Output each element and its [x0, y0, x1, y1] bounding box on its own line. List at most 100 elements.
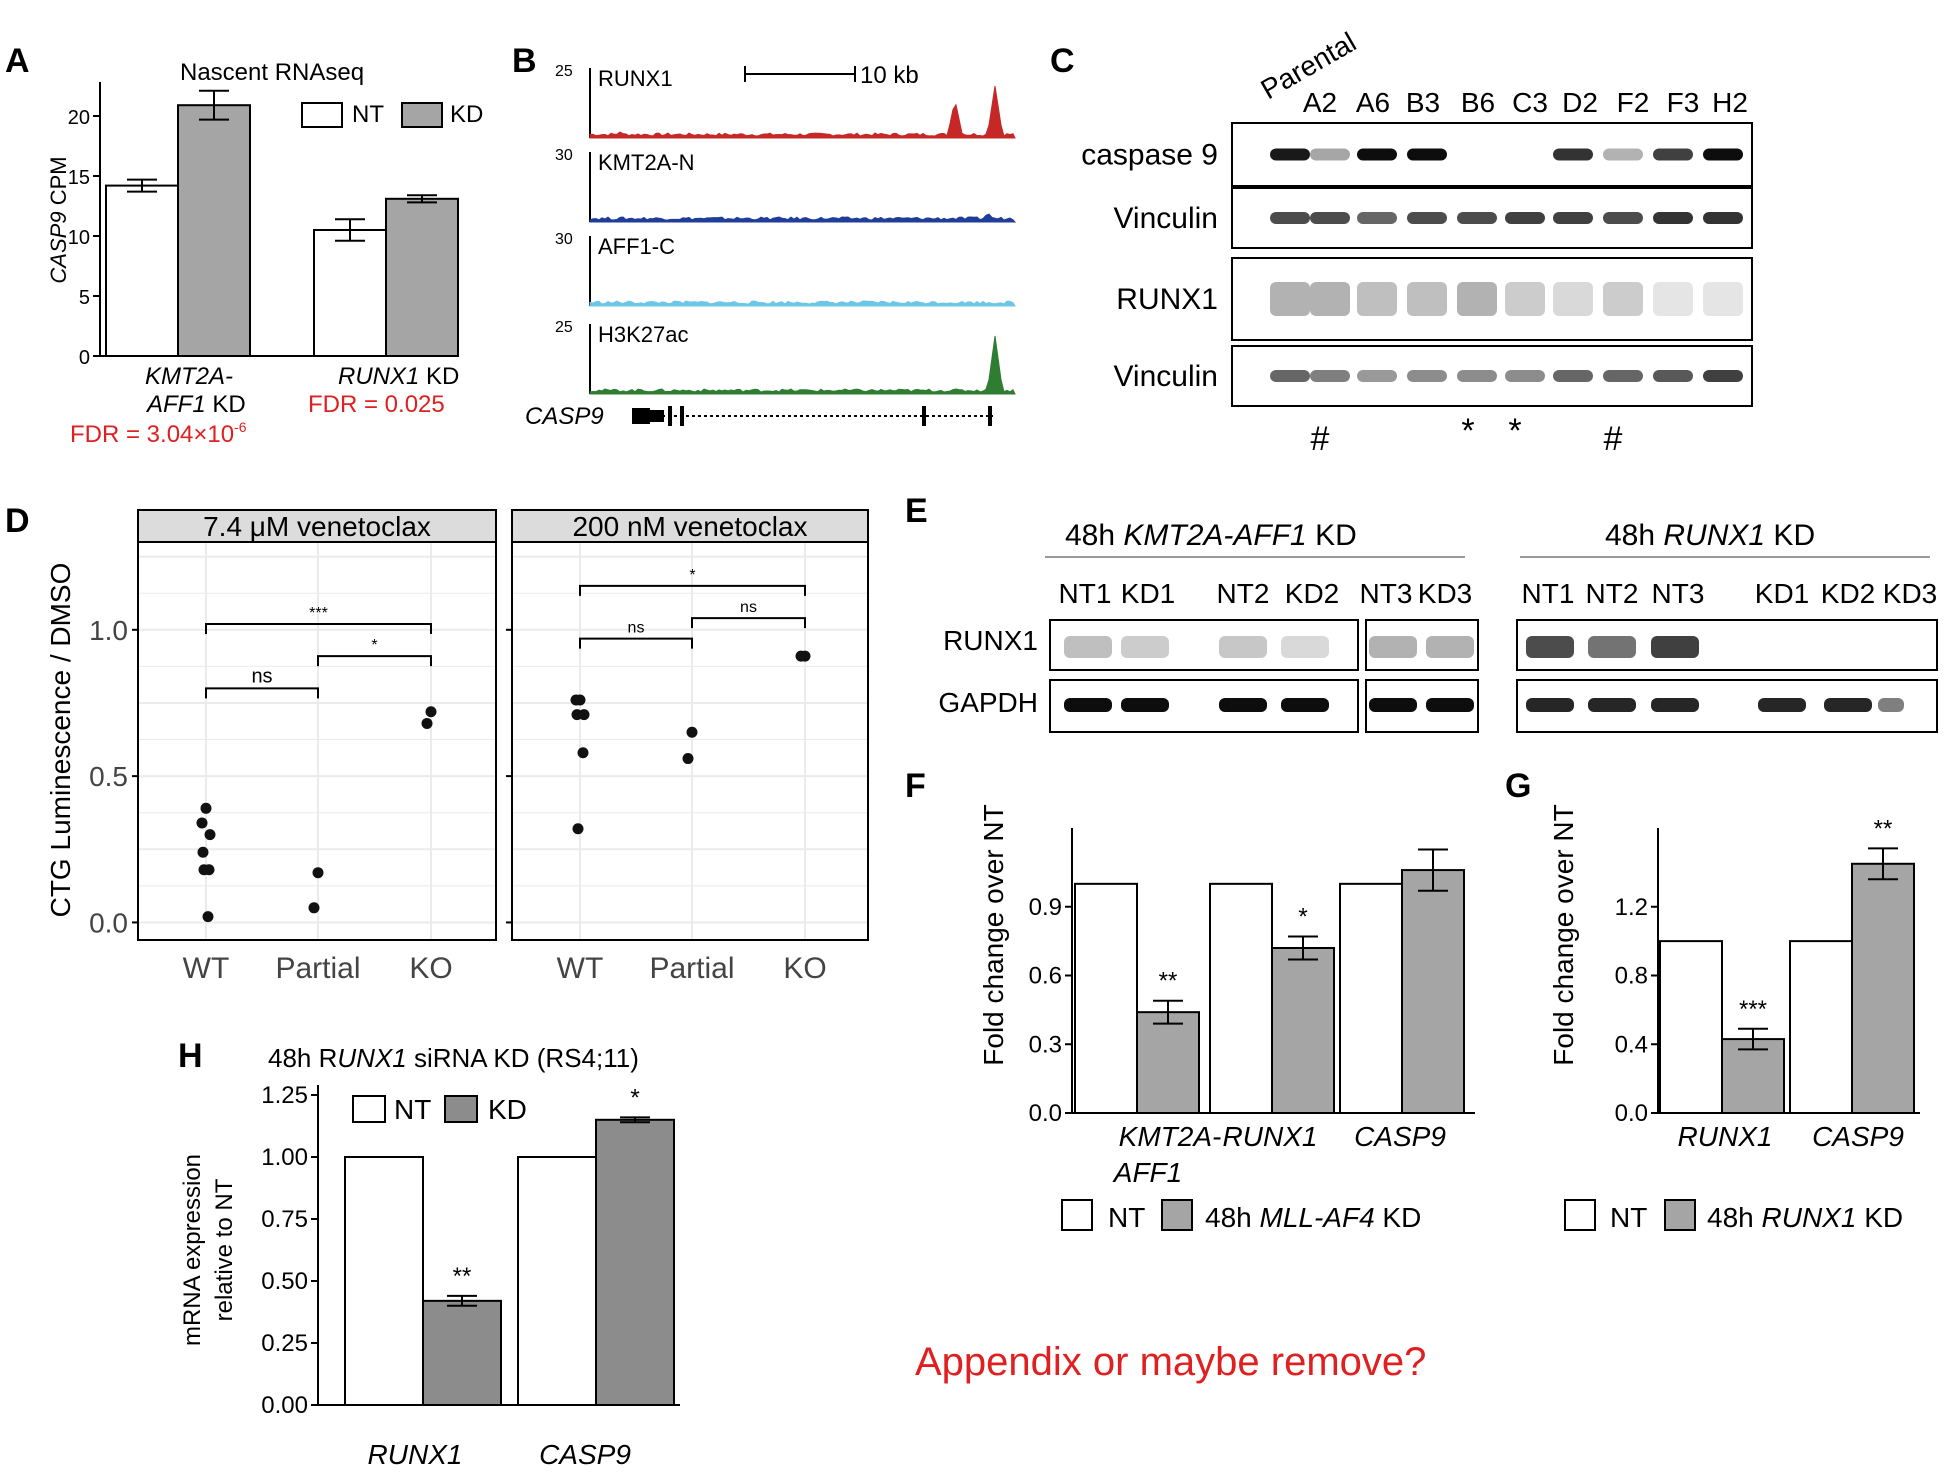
panel-f-bar	[1074, 882, 1138, 1114]
panel-f-ylabel: Fold change over NT	[978, 804, 1009, 1065]
legend-h-nt-label: NT	[394, 1094, 431, 1125]
x-tick-label: WT	[557, 952, 604, 985]
track-max-label: 25	[555, 63, 573, 80]
lane-label: B3	[1406, 87, 1440, 118]
blot-mark: #	[1604, 420, 1623, 458]
significance-bracket	[579, 584, 806, 596]
data-point	[200, 802, 212, 814]
blot-band	[1357, 282, 1397, 316]
panel-g-bar	[1851, 862, 1915, 1114]
panel-g-group-casp9: CASP9	[1812, 1121, 1904, 1152]
blot-band	[1526, 636, 1574, 658]
panel-a-group1-line2: AFF1 KD	[145, 391, 246, 418]
blot-band	[1505, 370, 1545, 382]
panel-f-y-tick-label: 0.3	[1029, 1031, 1062, 1058]
data-point	[204, 829, 216, 841]
data-point	[308, 902, 320, 914]
blot-box	[1231, 257, 1753, 341]
blot-band	[1505, 212, 1545, 224]
gene-model-casp9	[632, 406, 993, 426]
panel-f-plot: 0.00.30.60.9***	[1029, 828, 1475, 1127]
data-point	[312, 867, 324, 879]
facet-title: 7.4 μM venetoclax	[203, 511, 431, 542]
blot-band	[1270, 148, 1310, 161]
blot-band	[1219, 636, 1267, 658]
panel-h-bar	[517, 1156, 597, 1406]
panel-h-bar	[422, 1299, 502, 1406]
legend-h-nt-swatch	[352, 1095, 386, 1123]
legend-f-nt-label: NT	[1108, 1202, 1145, 1233]
blot-band	[1588, 698, 1636, 712]
panel-a-plot: 0 5 10 15 20	[68, 82, 459, 369]
y-tick-label: 0.5	[89, 761, 128, 792]
panel-h-plot: 0.000.250.500.751.001.25***	[261, 1082, 680, 1419]
blot-row-label: GAPDH	[938, 687, 1038, 718]
significance-label: *	[689, 567, 695, 584]
panel-f-y-tick-label: 0.0	[1029, 1100, 1062, 1127]
blot-band	[1426, 636, 1474, 658]
lane-label: KD2	[1285, 578, 1339, 609]
significance-bracket	[317, 655, 432, 667]
panel-f-group-kmt2a-line2: AFF1	[1112, 1157, 1182, 1188]
track-signal	[589, 300, 1016, 307]
panel-g-ylabel: Fold change over NT	[1548, 804, 1579, 1065]
legend-a-nt-swatch	[301, 102, 343, 128]
blot-band	[1270, 212, 1310, 224]
track-signal	[589, 335, 1016, 395]
x-tick-label: Partial	[649, 952, 734, 985]
blot-band	[1553, 370, 1593, 382]
data-point	[577, 747, 589, 759]
blot-band	[1603, 148, 1643, 161]
panel-a-y-tick-label: 20	[68, 107, 90, 129]
western-blot-e: NT1 KD1 NT2 KD2 NT3 KD3 NT1 NT2 NT3 KD1 KD2 KD3RUNX…	[938, 578, 1938, 733]
lane-label: B6	[1461, 87, 1495, 118]
legend-h-kd-label: KD	[488, 1094, 527, 1125]
blot-band	[1121, 698, 1169, 712]
lane-label: KD3	[1883, 578, 1937, 609]
y-tick-label: 0.0	[89, 907, 128, 938]
lane-label: KD1	[1755, 578, 1809, 609]
x-tick-label: KO	[783, 952, 826, 985]
panel-letter-b: B	[512, 42, 537, 80]
blot-band	[1703, 282, 1743, 316]
blot-band	[1310, 212, 1350, 224]
blot-band	[1121, 636, 1169, 658]
legend-f-kd-swatch	[1161, 1199, 1193, 1231]
panel-a-bar	[313, 229, 387, 357]
blot-band	[1824, 698, 1872, 712]
blot-band	[1588, 636, 1636, 658]
panel-f-bar	[1339, 882, 1403, 1114]
panel-h-y-tick-label: 1.25	[261, 1082, 308, 1109]
panel-a-group2: RUNX1 KD	[338, 363, 459, 390]
panel-letter-h: H	[178, 1037, 203, 1075]
blot-band	[1407, 148, 1447, 161]
blot-band	[1310, 148, 1350, 161]
panel-e: E 48h KMT2A-AFF1 KD 48h RUNX1 KD NT1 KD1 N…	[905, 492, 1938, 733]
legend-a-nt-label: NT	[352, 101, 384, 128]
significance-label: ns	[628, 620, 645, 637]
panel-h-y-tick-label: 1.00	[261, 1144, 308, 1171]
panel-g-plot: 0.00.40.81.2*****	[1615, 815, 1920, 1127]
lane-label: NT3	[1360, 578, 1413, 609]
blot-band	[1310, 282, 1350, 316]
panel-letter-f: F	[905, 767, 926, 805]
panel-f-y-tick-label: 0.9	[1029, 894, 1062, 921]
data-point	[198, 864, 210, 876]
legend-a-kd-swatch	[401, 102, 443, 128]
panel-f-significance: **	[1159, 968, 1178, 995]
blot-band	[1653, 370, 1693, 382]
blot-band	[1651, 636, 1699, 658]
panel-letter-e: E	[905, 492, 928, 530]
data-point	[570, 694, 582, 706]
blot-band	[1653, 148, 1693, 161]
panel-g-significance: **	[1874, 815, 1893, 842]
lane-label: NT2	[1586, 578, 1639, 609]
genome-tracks: 25 RUNX1 30 KMT2A-N 30 AFF1-C 25 H3K27ac	[555, 63, 1017, 395]
panel-f: F Fold change over NT 0.00.30.60.9*** KM…	[905, 767, 1475, 1233]
panel-a-y-tick-label: 10	[68, 227, 90, 249]
blot-row-label: RUNX1	[1116, 283, 1218, 316]
blot-mark: *	[1461, 412, 1474, 450]
